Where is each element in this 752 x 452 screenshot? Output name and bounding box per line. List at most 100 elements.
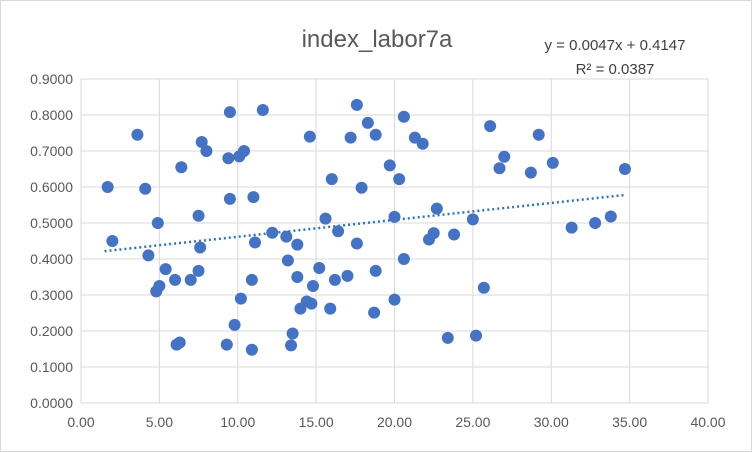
data-point [618, 163, 631, 175]
data-point [139, 182, 152, 195]
data-point [397, 253, 410, 265]
data-point [324, 302, 337, 315]
y-tick-label: 0.5000 [30, 215, 73, 231]
x-tick-label: 40.00 [690, 414, 725, 430]
data-point [153, 280, 166, 292]
data-point [325, 173, 338, 186]
y-tick-label: 0.4000 [30, 251, 73, 267]
data-point [220, 338, 233, 351]
trendline-equation: y = 0.0047x + 0.4147 [545, 37, 686, 54]
x-tick-label: 15.00 [299, 414, 334, 430]
data-point [291, 271, 304, 283]
data-point [524, 166, 537, 179]
data-point [281, 254, 294, 267]
data-point [306, 280, 319, 292]
y-tick-label: 0.2000 [30, 323, 73, 339]
x-tick-label: 5.00 [146, 414, 173, 430]
data-point [466, 213, 479, 226]
data-point [223, 106, 236, 119]
data-point [604, 210, 617, 223]
data-point [430, 202, 443, 215]
data-point [245, 273, 258, 286]
data-point [350, 237, 363, 250]
data-point [291, 238, 304, 251]
data-point [247, 191, 260, 204]
data-point [142, 249, 155, 262]
data-point [383, 159, 396, 172]
data-point [195, 136, 208, 148]
x-tick-label: 35.00 [612, 414, 647, 430]
data-point [222, 152, 235, 165]
data-point [470, 329, 483, 342]
y-tick-label: 0.0000 [30, 395, 73, 411]
y-tick-label: 0.1000 [30, 359, 73, 375]
data-point [368, 306, 381, 319]
data-point [441, 331, 454, 344]
data-point [175, 161, 188, 174]
x-tick-label: 30.00 [534, 414, 569, 430]
data-point [286, 327, 299, 340]
gridlines [80, 78, 709, 404]
data-point [416, 137, 429, 150]
data-point [546, 156, 559, 169]
data-point [313, 262, 326, 274]
data-point [280, 230, 293, 243]
data-point [101, 181, 114, 193]
data-point [369, 128, 382, 141]
y-tick-label: 0.9000 [30, 71, 73, 87]
data-point [565, 221, 578, 234]
y-axis-ticks: 0.0000 0.1000 0.2000 0.3000 0.4000 0.5000 0.60… [30, 71, 73, 411]
data-point [238, 145, 251, 157]
data-point [328, 273, 341, 286]
data-point [184, 273, 197, 286]
data-point [393, 173, 406, 186]
data-point [589, 217, 602, 229]
data-point [200, 145, 213, 157]
data-point [266, 226, 279, 239]
data-point [248, 236, 261, 249]
data-point [228, 318, 241, 331]
trendline-r-squared: R² = 0.0387 [576, 61, 655, 78]
data-point [341, 269, 354, 282]
data-point [498, 150, 511, 163]
data-points [101, 98, 631, 356]
data-point [532, 128, 545, 141]
data-point [361, 116, 374, 129]
data-point [223, 192, 236, 205]
y-tick-label: 0.6000 [30, 179, 73, 195]
data-point [319, 212, 332, 225]
y-tick-label: 0.8000 [30, 107, 73, 123]
data-point [332, 225, 345, 238]
data-point [159, 263, 172, 276]
data-point [192, 264, 205, 277]
data-point [169, 273, 182, 286]
y-tick-label: 0.3000 [30, 287, 73, 303]
data-point [151, 217, 164, 229]
data-point [355, 181, 368, 194]
data-point [245, 343, 258, 356]
data-point [493, 162, 506, 175]
data-point [131, 128, 144, 141]
data-point [256, 103, 269, 116]
x-axis-ticks: 0.00 5.00 10.00 15.00 20.00 25.00 30.00 35.00 40… [67, 414, 725, 430]
data-point [173, 336, 186, 349]
data-point [448, 228, 461, 241]
data-point [388, 210, 401, 223]
data-point [388, 293, 401, 306]
data-point [369, 264, 382, 277]
data-point [285, 339, 298, 352]
data-point [344, 131, 357, 144]
chart-title: index_labor7a [302, 26, 453, 53]
data-point [303, 130, 316, 143]
y-tick-label: 0.7000 [30, 143, 73, 159]
x-tick-label: 20.00 [377, 414, 412, 430]
data-point [477, 281, 490, 294]
x-tick-label: 25.00 [455, 414, 490, 430]
data-point [397, 110, 410, 123]
x-tick-label: 10.00 [220, 414, 255, 430]
data-point [234, 292, 247, 305]
data-point [194, 241, 207, 254]
x-tick-label: 0.00 [67, 414, 94, 430]
